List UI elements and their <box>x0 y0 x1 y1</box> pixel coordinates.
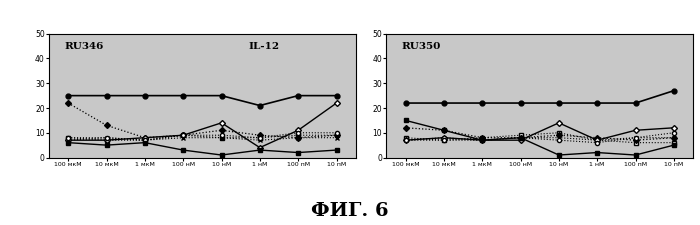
Text: RU350: RU350 <box>402 42 441 51</box>
Text: ФИГ. 6: ФИГ. 6 <box>312 202 388 220</box>
Text: IL-12: IL-12 <box>248 42 279 51</box>
Text: RU346: RU346 <box>64 42 104 51</box>
